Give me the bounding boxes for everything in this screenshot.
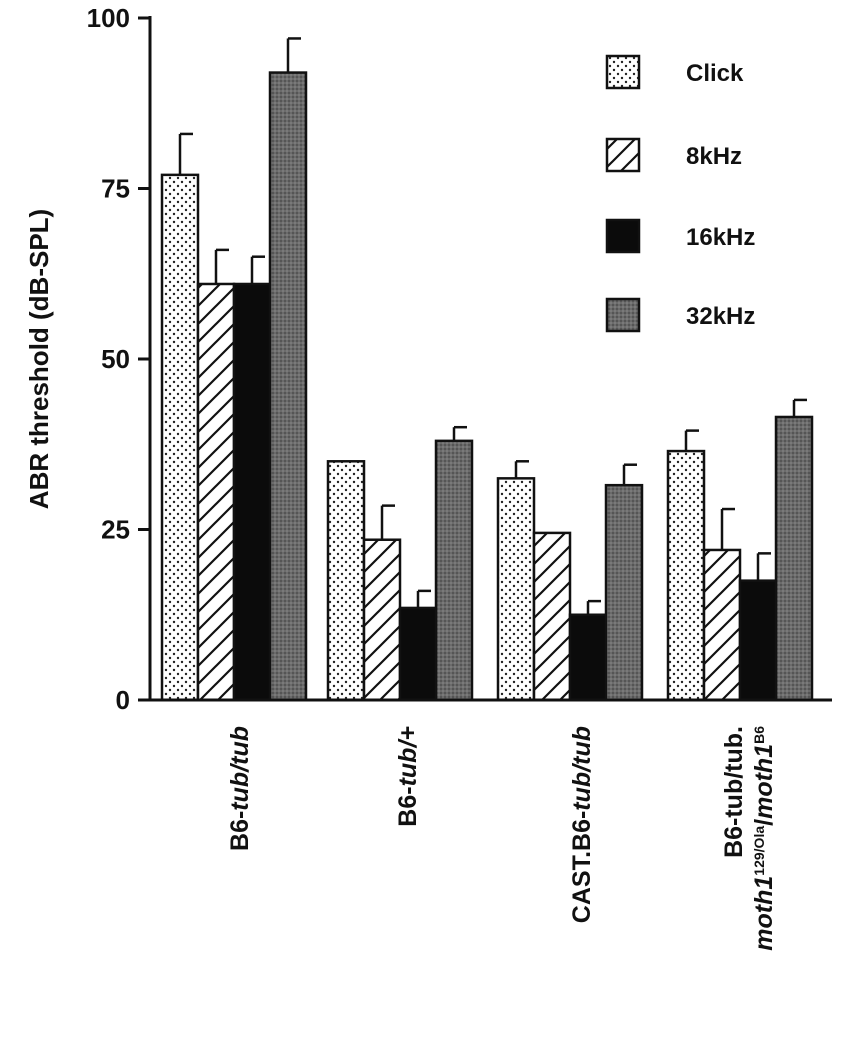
y-axis-title: ABR threshold (dB-SPL) xyxy=(24,209,54,509)
bar-click-3 xyxy=(666,449,706,702)
legend-label-click: Click xyxy=(686,60,744,87)
y-tick-label-0: 0 xyxy=(116,685,130,715)
bar-32khz-3 xyxy=(774,415,814,702)
bars-layer xyxy=(160,37,814,702)
y-tick-label-75: 75 xyxy=(101,174,130,204)
axes-layer: 0 25 50 75 100 ABR threshold (dB-SPL) xyxy=(24,3,832,715)
bar-click-0 xyxy=(160,173,200,702)
legend-label-32khz: 32kHz xyxy=(686,303,755,330)
legend-label-8khz: 8kHz xyxy=(686,143,742,170)
category-label-3-line-1: moth1129/Ola/moth1B6 xyxy=(750,726,778,951)
legend-swatch-8khz xyxy=(605,137,641,173)
bar-16khz-2 xyxy=(568,613,608,702)
bar-8khz-1 xyxy=(362,538,402,702)
category-labels: B6-tub/tub B6-tub/+ CAST.B6-tub/tub B6-tub/… xyxy=(226,726,778,951)
y-tick-label-25: 25 xyxy=(101,515,130,545)
legend-swatch-click xyxy=(605,54,641,90)
y-tick-label-100: 100 xyxy=(87,3,130,33)
bar-32khz-0 xyxy=(268,71,308,702)
legend-swatch-16khz xyxy=(605,218,641,254)
legend: Click 8kHz 16kHz 32kHz xyxy=(605,54,755,333)
bar-16khz-1 xyxy=(398,606,438,702)
bar-8khz-3 xyxy=(702,548,742,702)
category-label-2: CAST.B6-tub/tub xyxy=(568,726,596,923)
category-label-0: B6-tub/tub xyxy=(226,726,254,851)
bar-click-2 xyxy=(496,477,536,702)
legend-label-16khz: 16kHz xyxy=(686,224,755,251)
category-label-1: B6-tub/+ xyxy=(394,726,422,827)
legend-swatch-32khz xyxy=(605,297,641,333)
category-label-3-line-0: B6-tub/tub. xyxy=(720,726,748,858)
bar-8khz-0 xyxy=(196,282,236,702)
y-tick-label-50: 50 xyxy=(101,344,130,374)
bar-16khz-0 xyxy=(232,282,272,702)
bar-8khz-2 xyxy=(532,531,572,702)
bar-32khz-1 xyxy=(434,439,474,702)
bar-32khz-2 xyxy=(604,483,644,702)
bar-16khz-3 xyxy=(738,579,778,702)
bar-click-1 xyxy=(326,460,366,702)
